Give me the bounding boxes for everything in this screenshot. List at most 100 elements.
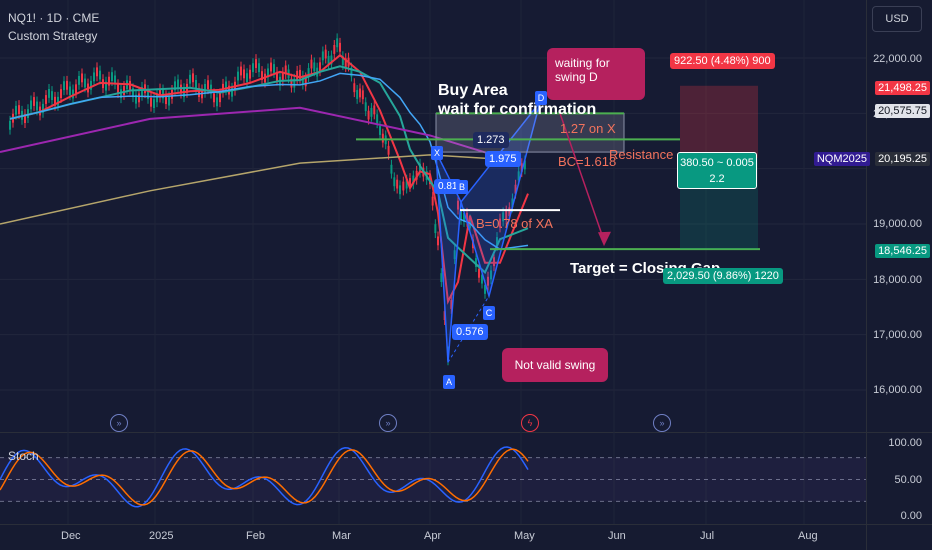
candle-body	[213, 93, 215, 103]
candle-body	[132, 88, 134, 98]
candle-body	[514, 184, 517, 194]
candle-body	[120, 89, 122, 99]
candle-body	[327, 55, 330, 65]
candle-body	[75, 84, 77, 94]
candle-body	[364, 102, 367, 112]
candle-body	[48, 88, 50, 98]
candle-body	[78, 75, 80, 85]
candle-body	[81, 73, 83, 83]
event-icon[interactable]: »	[379, 414, 397, 432]
candle-body	[249, 69, 251, 79]
price-label-gray: 20,575.75	[875, 104, 930, 118]
x-tick: Mar	[332, 530, 351, 542]
candle-body	[336, 38, 339, 48]
entry-box: 380.50 ~ 0.005 2.2	[677, 152, 757, 189]
candle-body	[33, 97, 35, 106]
candle-body	[141, 86, 143, 96]
x-tick: 2025	[149, 530, 174, 542]
risk-reward-label: 2.2	[709, 173, 725, 185]
candle-body	[174, 81, 176, 91]
moving-average-mid	[9, 65, 529, 275]
annotation-bc-ratio: BC=1.618	[558, 154, 617, 169]
candle-body	[475, 258, 477, 267]
ratio-label: 1.975	[485, 151, 521, 167]
lightning-icon[interactable]: ϟ	[521, 414, 539, 432]
candle-body	[511, 198, 514, 208]
symbol-tag: NQM2025	[813, 152, 870, 166]
price-label-green: 18,546.25	[875, 244, 930, 258]
candle-body	[246, 73, 248, 83]
candle-body	[330, 55, 333, 65]
candle-body	[219, 93, 221, 103]
currency-button[interactable]: USD	[872, 6, 922, 32]
x-tick: Aug	[798, 530, 818, 542]
stoch-k-line	[0, 446, 529, 508]
candle-body	[270, 62, 272, 72]
callout-not-valid: Not valid swing	[502, 348, 608, 382]
y-tick: 16,000.00	[873, 384, 922, 396]
target-label: 2,029.50 (9.86%) 1220	[663, 268, 783, 284]
annotation-buy-area: Buy Area	[438, 82, 508, 99]
candle-body	[393, 177, 396, 187]
candle-body	[502, 212, 505, 222]
candle-body	[159, 88, 161, 98]
candle-body	[198, 88, 200, 98]
annotation-b-ratio: B=0.78 of XA	[476, 216, 553, 231]
candle-body	[108, 76, 110, 86]
x-tick: Jul	[700, 530, 715, 542]
y-tick: 19,000.00	[873, 218, 922, 230]
event-icon[interactable]: »	[653, 414, 671, 432]
symbol-header[interactable]: NQ1! · 1D · CME	[8, 11, 100, 25]
candle-body	[276, 71, 278, 81]
candle-body	[69, 86, 71, 96]
candle-body	[240, 66, 242, 76]
candle-body	[499, 218, 501, 228]
candle-body	[54, 96, 56, 106]
candle-body	[99, 70, 101, 80]
candle-body	[237, 71, 239, 81]
candle-body	[356, 90, 359, 99]
candle-body	[261, 71, 263, 81]
candle-body	[114, 75, 116, 85]
strategy-name[interactable]: Custom Strategy	[8, 29, 98, 43]
candle-body	[231, 87, 233, 97]
callout-waiting-swing-d: waiting for swing D	[547, 48, 645, 100]
candle-body	[359, 88, 361, 98]
candle-body	[344, 58, 347, 68]
candle-body	[156, 93, 158, 103]
candle-body	[255, 59, 257, 68]
candle-body	[258, 63, 260, 73]
stoch-d-line	[0, 448, 529, 506]
candle-body	[307, 68, 310, 77]
candle-body	[299, 69, 301, 79]
candle-body	[505, 210, 508, 220]
harmonic-xab	[435, 151, 462, 363]
candle-body	[138, 93, 140, 103]
candle-body	[42, 103, 44, 113]
candle-body	[243, 69, 245, 79]
candle-body	[341, 56, 344, 66]
candle-body	[84, 78, 86, 88]
event-icon[interactable]: »	[110, 414, 128, 432]
moving-average-fast	[9, 53, 529, 305]
candle-body	[192, 73, 194, 83]
pattern-ac	[447, 295, 490, 363]
candle-body	[123, 86, 125, 95]
candle-body	[204, 83, 206, 93]
candle-body	[57, 96, 59, 106]
candle-body	[177, 79, 179, 89]
candle-body	[339, 42, 341, 52]
candle-body	[496, 237, 498, 246]
candle-body	[409, 178, 411, 187]
candle-body	[478, 268, 480, 278]
candle-body	[321, 51, 324, 61]
x-tick: Feb	[246, 530, 265, 542]
entry-label: 380.50 ~ 0.005	[680, 157, 754, 169]
x-tick: May	[514, 530, 535, 542]
candle-body	[517, 171, 520, 181]
candle-body	[111, 72, 113, 82]
x-tick: Apr	[424, 530, 442, 542]
stop-label: 922.50 (4.48%) 900	[670, 53, 775, 69]
candle-body	[72, 89, 74, 99]
